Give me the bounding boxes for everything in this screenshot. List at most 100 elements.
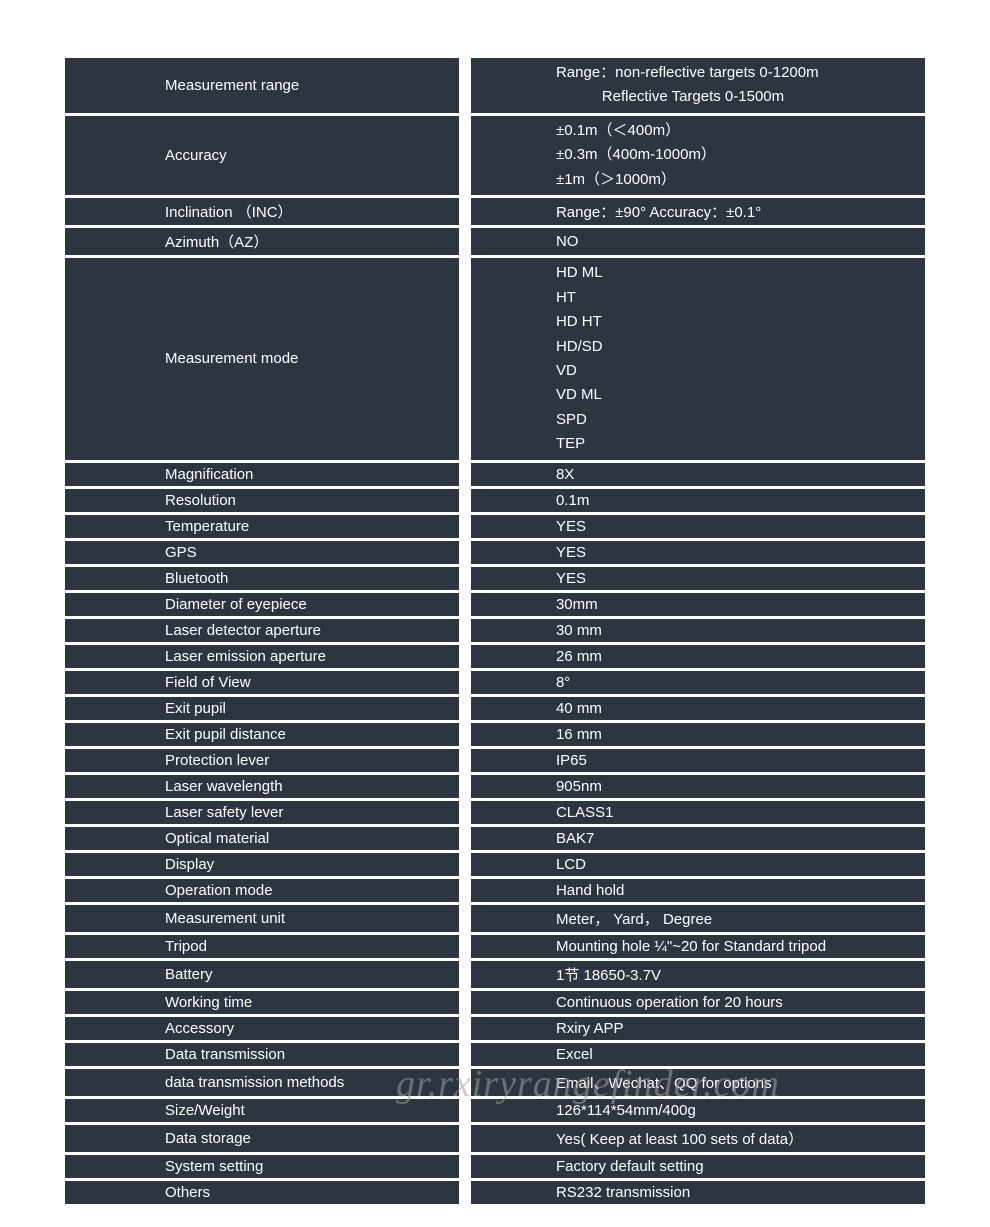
spec-value: RS232 transmission [471,1181,925,1204]
spec-value: ±0.1m（＜400m） ±0.3m（400m-1000m） ±1m（＞1000m） [471,116,925,195]
spec-value: 40 mm [471,697,925,720]
spec-value-line: ±1m（＞1000m） [556,171,676,188]
table-row: Laser safety lever CLASS1 [65,801,925,824]
spec-label: data transmission methods [65,1069,459,1096]
table-row: Magnification 8X [65,463,925,486]
spec-label: Battery [65,961,459,988]
table-row: Resolution 0.1m [65,489,925,512]
spec-table: Measurement rangeRange：non-reflective ta… [0,0,990,1227]
spec-value-line: SPD [556,411,587,428]
spec-label: Tripod [65,935,459,958]
spec-label: Display [65,853,459,876]
spec-value: Email、Wechat、QQ for options [471,1069,925,1096]
table-row: Laser emission aperture 26 mm [65,645,925,668]
spec-value-line: ±0.1m（＜400m） [556,122,680,139]
table-row: Inclination （INC） Range：±90° Accuracy：±0.… [65,198,925,225]
spec-value: 8X [471,463,925,486]
spec-label: Data storage [65,1125,459,1152]
spec-value-line: VD [556,362,577,379]
table-row: Data transmission Excel [65,1043,925,1066]
spec-label: Laser safety lever [65,801,459,824]
table-row: Optical material BAK7 [65,827,925,850]
spec-label: Resolution [65,489,459,512]
spec-label: Accessory [65,1017,459,1040]
spec-value: 126*114*54mm/400g [471,1099,925,1122]
spec-value: Rxiry APP [471,1017,925,1040]
spec-value: LCD [471,853,925,876]
table-row: Exit pupil distance 16 mm [65,723,925,746]
spec-label: Measurement unit [65,905,459,932]
spec-value: Continuous operation for 20 hours [471,991,925,1014]
spec-value-line: Reflective Targets 0-1500m [556,88,784,105]
table-row: Measurement rangeRange：non-reflective ta… [65,58,925,113]
spec-label: Data transmission [65,1043,459,1066]
table-row: Laser detector aperture 30 mm [65,619,925,642]
spec-label: Temperature [65,515,459,538]
table-row: System setting Factory default setting [65,1155,925,1178]
table-row: Others RS232 transmission [65,1181,925,1204]
spec-label: Inclination （INC） [65,198,459,225]
spec-value-line: VD ML [556,386,602,403]
spec-value: 16 mm [471,723,925,746]
spec-label: Optical material [65,827,459,850]
spec-label: GPS [65,541,459,564]
spec-label: Bluetooth [65,567,459,590]
table-row: Measurement modeHD MLHTHD HTHD/SDVDVD ML… [65,258,925,460]
table-row: Measurement unit Meter， Yard， Degree [65,905,925,932]
spec-value-line: HT [556,289,576,306]
table-row: data transmission methods Email、Wechat、QQ… [65,1069,925,1096]
spec-value: Range：±90° Accuracy：±0.1° [471,198,925,225]
spec-value: 30 mm [471,619,925,642]
spec-label: Protection lever [65,749,459,772]
spec-value: YES [471,567,925,590]
spec-value: 8° [471,671,925,694]
table-row: Azimuth（AZ）NO [65,228,925,255]
spec-value: YES [471,515,925,538]
spec-label: Azimuth（AZ） [65,228,459,255]
spec-value: 0.1m [471,489,925,512]
table-row: Working time Continuous operation for 20 … [65,991,925,1014]
table-row: Bluetooth YES [65,567,925,590]
spec-value-line: HD ML [556,264,603,281]
table-row: Battery 1节 18650-3.7V [65,961,925,988]
spec-label: Laser detector aperture [65,619,459,642]
spec-label: Others [65,1181,459,1204]
spec-value: 1节 18650-3.7V [471,961,925,988]
spec-value: 26 mm [471,645,925,668]
table-row: Laser wavelength905nm [65,775,925,798]
spec-label: Accuracy [65,116,459,195]
spec-label: Magnification [65,463,459,486]
spec-label: Exit pupil distance [65,723,459,746]
spec-value: 30mm [471,593,925,616]
spec-value: Factory default setting [471,1155,925,1178]
table-row: Data storageYes( Keep at least 100 sets … [65,1125,925,1152]
spec-label: Diameter of eyepiece [65,593,459,616]
spec-label: Working time [65,991,459,1014]
table-row: Size/Weight126*114*54mm/400g [65,1099,925,1122]
spec-value: Meter， Yard， Degree [471,905,925,932]
table-row: Temperature YES [65,515,925,538]
spec-value: BAK7 [471,827,925,850]
spec-value-line: TEP [556,435,585,452]
table-row: Accessory Rxiry APP [65,1017,925,1040]
spec-value: CLASS1 [471,801,925,824]
spec-label: Exit pupil [65,697,459,720]
spec-value: Range：non-reflective targets 0-1200m Ref… [471,58,925,113]
spec-value: YES [471,541,925,564]
spec-label: Laser emission aperture [65,645,459,668]
spec-value-line: Range：non-reflective targets 0-1200m [556,64,819,81]
spec-value-line: ±0.3m（400m-1000m） [556,146,716,163]
spec-value-line: HD HT [556,313,602,330]
table-row: Field of View8° [65,671,925,694]
spec-value: HD MLHTHD HTHD/SDVDVD MLSPDTEP [471,258,925,460]
spec-label: Measurement mode [65,258,459,460]
spec-label: System setting [65,1155,459,1178]
spec-value: Excel [471,1043,925,1066]
spec-value: 905nm [471,775,925,798]
spec-value: Mounting hole ¼"~20 for Standard tripod [471,935,925,958]
spec-value: Hand hold [471,879,925,902]
spec-label: Measurement range [65,58,459,113]
spec-value: IP65 [471,749,925,772]
table-row: Operation mode Hand hold [65,879,925,902]
spec-label: Operation mode [65,879,459,902]
